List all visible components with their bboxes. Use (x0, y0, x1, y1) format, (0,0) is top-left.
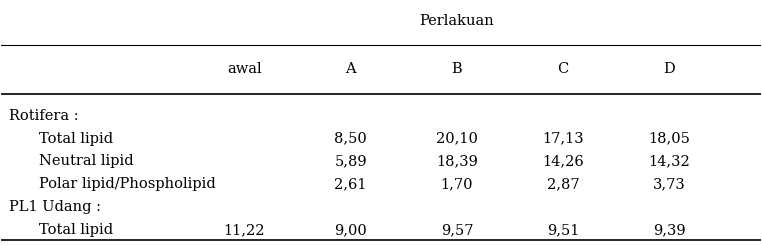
Text: awal: awal (227, 62, 261, 77)
Text: 9,51: 9,51 (547, 223, 579, 237)
Text: 2,61: 2,61 (335, 177, 367, 191)
Text: 20,10: 20,10 (436, 132, 478, 146)
Text: Total lipid: Total lipid (40, 132, 114, 146)
Text: 9,57: 9,57 (440, 223, 473, 237)
Text: B: B (452, 62, 463, 77)
Text: Neutral lipid: Neutral lipid (40, 154, 134, 169)
Text: 14,26: 14,26 (543, 154, 584, 169)
Text: 9,00: 9,00 (335, 223, 367, 237)
Text: 5,89: 5,89 (335, 154, 367, 169)
Text: 17,13: 17,13 (543, 132, 584, 146)
Text: Perlakuan: Perlakuan (420, 14, 495, 28)
Text: 9,39: 9,39 (653, 223, 686, 237)
Text: Total lipid: Total lipid (40, 223, 114, 237)
Text: A: A (345, 62, 356, 77)
Text: 8,50: 8,50 (335, 132, 367, 146)
Text: 2,87: 2,87 (547, 177, 580, 191)
Text: D: D (664, 62, 675, 77)
Text: PL1 Udang :: PL1 Udang : (9, 200, 101, 214)
Text: Polar lipid/Phospholipid: Polar lipid/Phospholipid (40, 177, 216, 191)
Text: C: C (558, 62, 569, 77)
Text: 1,70: 1,70 (440, 177, 473, 191)
Text: 18,05: 18,05 (648, 132, 690, 146)
Text: 14,32: 14,32 (648, 154, 690, 169)
Text: 11,22: 11,22 (223, 223, 265, 237)
Text: Rotifera :: Rotifera : (9, 109, 78, 123)
Text: 18,39: 18,39 (436, 154, 478, 169)
Text: 3,73: 3,73 (653, 177, 686, 191)
